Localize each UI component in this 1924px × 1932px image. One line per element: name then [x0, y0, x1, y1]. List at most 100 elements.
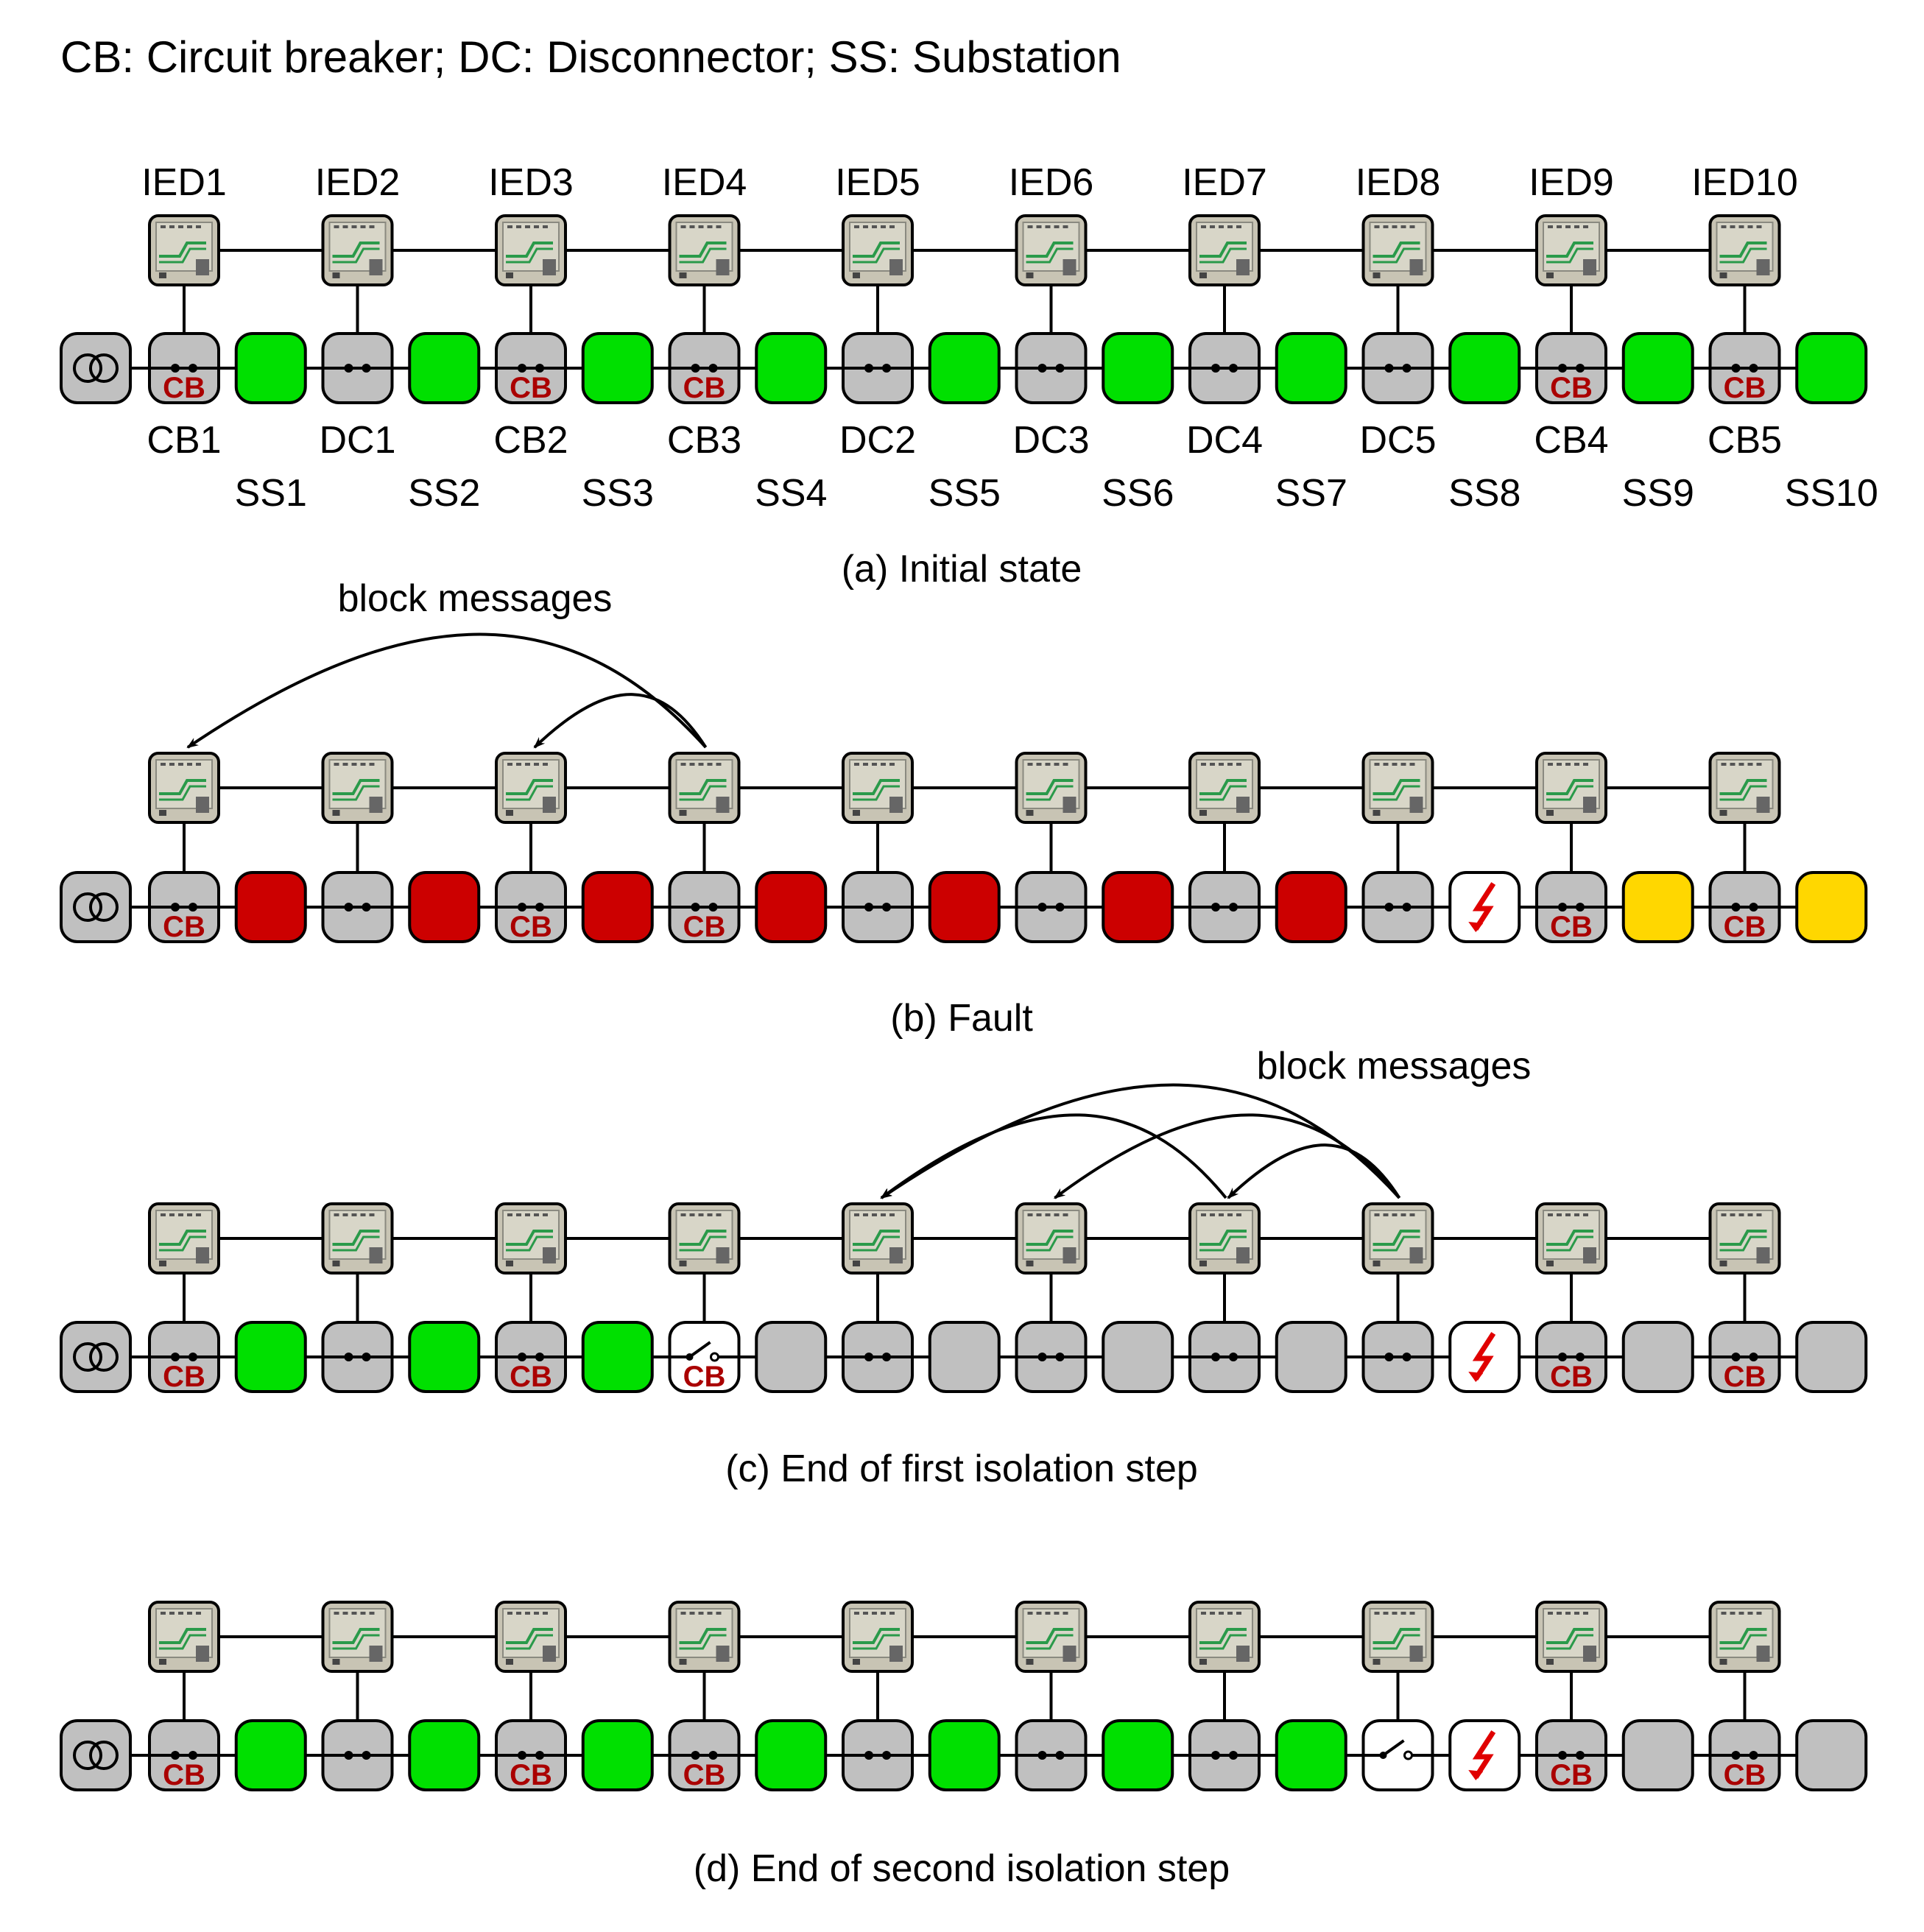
ied-8: [1361, 752, 1434, 824]
cb-label: CB: [510, 911, 552, 943]
switch-cb4: CB: [1535, 332, 1607, 404]
block-messages-label: block messages: [338, 577, 613, 620]
transformer-icon: [60, 1719, 132, 1791]
ied-2: [321, 1601, 394, 1673]
substation-ss7: [1275, 332, 1347, 404]
substation-ss5: [928, 1719, 1001, 1791]
cb-label: CB: [1550, 911, 1593, 943]
ied-2: [321, 1202, 394, 1275]
switch-label: DC3: [1012, 419, 1089, 462]
ied-label: IED3: [488, 161, 574, 204]
switch-cb3: CB: [668, 871, 741, 943]
substation-label: SS8: [1448, 472, 1520, 515]
substation-ss10: [1795, 1719, 1868, 1791]
ied-2: [321, 214, 394, 286]
substation-ss5: [928, 332, 1001, 404]
panel-caption: (d) End of second isolation step: [694, 1847, 1230, 1890]
substation-ss7: [1275, 1719, 1347, 1791]
ied-label: IED6: [1009, 161, 1094, 204]
substation-ss8: [1448, 1719, 1521, 1791]
substation-label: SS6: [1102, 472, 1174, 515]
switch-cb2: CB: [495, 332, 567, 404]
block-message-arrow: [880, 1083, 1400, 1199]
switch-label: DC4: [1186, 419, 1263, 462]
switch-cb1: CB: [148, 1321, 220, 1393]
ied-label: IED2: [315, 161, 401, 204]
substation-ss4: [755, 871, 828, 943]
ied-5: [842, 1202, 914, 1275]
switch-dc4: [1188, 332, 1261, 404]
substation-label: SS1: [235, 472, 307, 515]
switch-dc1: [321, 1719, 394, 1791]
substation-ss1: [234, 1321, 307, 1393]
ied-3: [495, 1601, 567, 1673]
panel-initial-state: CB CB CB CB CB IED1 CB1 SS1 IED2 DC1 SS2 IED3 CB2 SS3…: [60, 161, 1878, 590]
cb-label: CB: [683, 1361, 726, 1393]
switch-cb1: CB: [148, 1719, 220, 1791]
switch-dc3: [1015, 332, 1088, 404]
substation-ss4: [755, 332, 828, 404]
ied-9: [1535, 214, 1607, 286]
ied-5: [842, 1601, 914, 1673]
substation-ss2: [408, 1719, 481, 1791]
switch-cb1: CB: [148, 332, 220, 404]
cb-label: CB: [510, 1361, 552, 1393]
ied-1: [148, 214, 220, 286]
switch-dc4: [1188, 1719, 1261, 1791]
substation-ss10: [1795, 332, 1868, 404]
substation-ss2: [408, 871, 481, 943]
panel-caption: (b) Fault: [890, 997, 1033, 1040]
cb-label: CB: [683, 372, 726, 404]
cb-label: CB: [1724, 1759, 1766, 1791]
ied-1: [148, 752, 220, 824]
ied-6: [1015, 1202, 1088, 1275]
panel-first-isolation-step: CB CB CB CB CB block messages (c) End of first…: [60, 1045, 1868, 1490]
switch-dc2: [842, 332, 914, 404]
cb-label: CB: [1724, 1361, 1766, 1393]
panel-second-isolation-step: CB CB CB CB CB (d) End of second isolation st…: [60, 1601, 1868, 1890]
block-message-arrow: [1227, 1143, 1401, 1199]
ied-3: [495, 1202, 567, 1275]
cb-label: CB: [510, 1759, 552, 1791]
switch-dc2: [842, 871, 914, 943]
switch-cb4: CB: [1535, 1321, 1607, 1393]
ied-4: [668, 214, 741, 286]
ied-8: [1361, 214, 1434, 286]
switch-dc1: [321, 871, 394, 943]
switch-cb4: CB: [1535, 1719, 1607, 1791]
panel-fault: CB CB CB CB CB block messages (b) Fault: [60, 577, 1868, 1040]
substation-ss5: [928, 1321, 1001, 1393]
substation-label: SS9: [1622, 472, 1694, 515]
switch-label: CB2: [493, 419, 568, 462]
substation-ss8: [1448, 332, 1521, 404]
substation-ss10: [1795, 1321, 1868, 1393]
ied-4: [668, 1601, 741, 1673]
substation-ss3: [581, 1321, 654, 1393]
switch-cb3: CB: [668, 1321, 741, 1393]
substation-ss6: [1102, 1321, 1174, 1393]
substation-ss1: [234, 332, 307, 404]
substation-ss6: [1102, 871, 1174, 943]
switch-label: DC1: [319, 419, 395, 462]
ied-10: [1708, 214, 1781, 286]
block-message-arrow: [1053, 1113, 1401, 1199]
substation-label: SS7: [1275, 472, 1347, 515]
ied-6: [1015, 214, 1088, 286]
ied-4: [668, 752, 741, 824]
switch-dc5: [1361, 1719, 1434, 1791]
transformer-icon: [60, 1321, 132, 1393]
substation-ss10: [1795, 871, 1868, 943]
ied-7: [1188, 214, 1261, 286]
panel-caption: (a) Initial state: [842, 548, 1082, 590]
substation-ss3: [581, 1719, 654, 1791]
cb-label: CB: [163, 1361, 205, 1393]
ied-label: IED7: [1182, 161, 1267, 204]
ied-5: [842, 752, 914, 824]
switch-label: DC2: [839, 419, 916, 462]
cb-label: CB: [510, 372, 552, 404]
ied-7: [1188, 752, 1261, 824]
substation-ss7: [1275, 1321, 1347, 1393]
switch-dc1: [321, 1321, 394, 1393]
substation-ss6: [1102, 332, 1174, 404]
fault-bolt-icon: [1468, 1730, 1496, 1780]
